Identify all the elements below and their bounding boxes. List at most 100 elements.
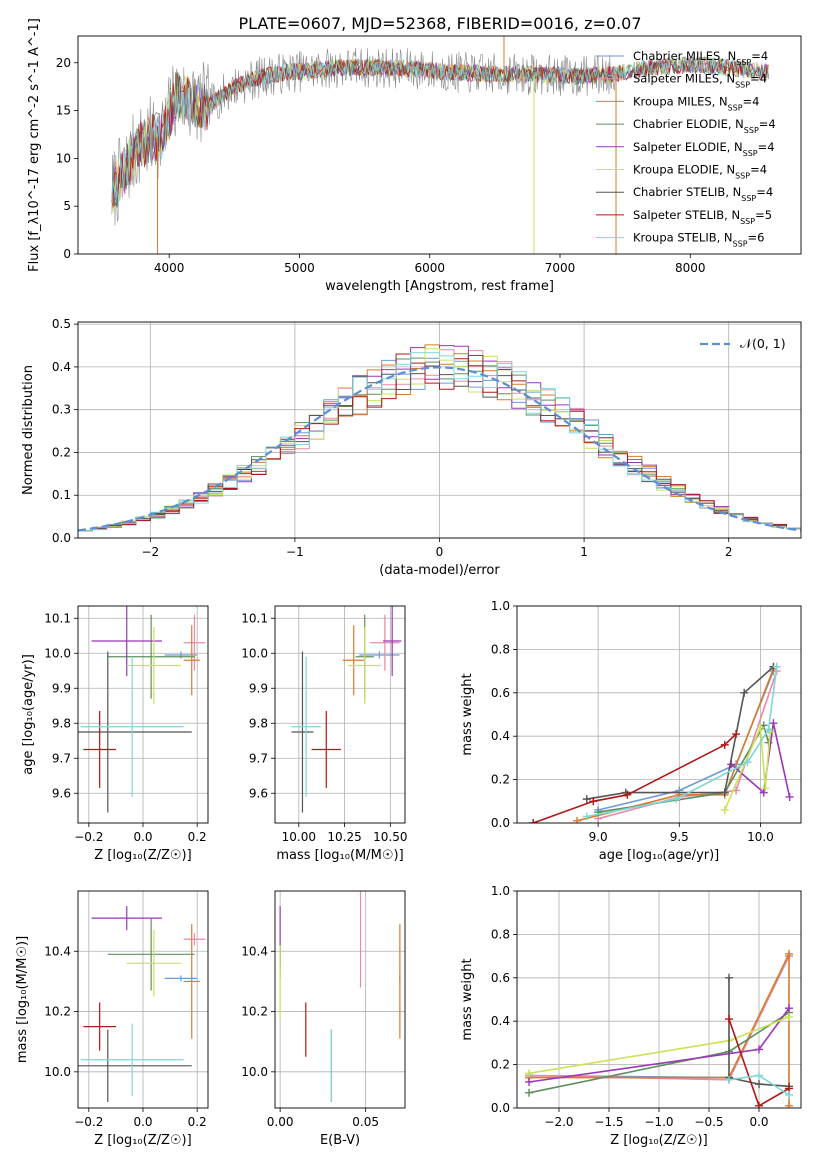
plot-area	[279, 891, 401, 1102]
panel-weight-vs-z: −2.0 −1.5 −1.0 −0.5 0.0 0.0 0.2 0.4 0.6 0.8 1.0 Z […	[460, 884, 802, 1148]
errorbar-point	[78, 1029, 192, 1102]
weight-marker	[732, 730, 741, 739]
legend-entry: Salpeter STELIB, NSSP=5	[596, 208, 772, 225]
errorbar-point	[80, 1023, 184, 1096]
y-tick-label: 0.0	[52, 531, 71, 545]
axes-frame	[77, 35, 802, 255]
axes-frame	[77, 605, 209, 824]
weight-marker	[740, 688, 749, 697]
y-tick-label: 0.4	[491, 1014, 510, 1028]
weight-marker	[582, 812, 591, 821]
y-axis-label: mass weight	[460, 958, 475, 1040]
y-tick-label: 0.2	[491, 773, 510, 787]
weight-series	[525, 1004, 793, 1086]
x-tick-label: 4000	[154, 261, 185, 275]
x-tick-label: 2	[725, 545, 733, 559]
errorbar-point	[291, 656, 321, 797]
x-tick-label: −1	[286, 545, 304, 559]
x-tick-label: −0.2	[74, 1115, 103, 1129]
y-tick-label: 10.4	[44, 944, 71, 958]
errorbar-point	[107, 918, 195, 991]
y-tick-label: 0.0	[491, 816, 510, 830]
errorbar-point	[126, 627, 181, 704]
legend-entry: Kroupa MILES, NSSP=4	[596, 94, 759, 112]
panel-weight-vs-age: 9.0 9.5 10.0 0.0 0.2 0.4 0.6 0.8 1.0 age [log₁₀(a…	[460, 599, 802, 863]
x-tick-label: 7000	[545, 261, 576, 275]
y-tick-label: 1.0	[491, 884, 510, 898]
x-tick-label: 9.0	[589, 830, 608, 844]
x-tick-label: −2.0	[544, 1115, 573, 1129]
weight-marker	[725, 1015, 733, 1024]
weight-marker	[573, 816, 582, 823]
plot-area	[78, 906, 206, 1102]
y-tick-label: 9.6	[52, 786, 71, 800]
weight-marker	[755, 1080, 763, 1089]
errorbar-point	[107, 614, 195, 699]
legend-label: Kroupa ELODIE, NSSP=4	[633, 163, 767, 181]
x-axis-label: E(B-V)	[320, 1133, 360, 1148]
y-tick-label: 10.2	[44, 1005, 71, 1019]
legend-subscript: SSP	[743, 148, 758, 157]
weight-line	[723, 727, 771, 811]
weight-marker	[589, 797, 598, 806]
y-tick-label: 1.0	[491, 599, 510, 613]
residual-histogram	[78, 352, 801, 531]
x-axis-label: Z [log₁₀(Z/Z☉)]	[610, 1133, 707, 1148]
y-tick-label: 0.3	[52, 403, 71, 417]
weight-marker	[785, 1004, 793, 1013]
y-tick-label: 10.0	[44, 646, 71, 660]
y-tick-label: 0.1	[52, 488, 71, 502]
normal-curve	[78, 366, 801, 532]
weight-marker	[525, 1077, 533, 1086]
y-tick-label: 9.8	[52, 716, 71, 730]
y-tick-label: 0.2	[52, 445, 71, 459]
x-axis-label: Z [log₁₀(Z/Z☉)]	[94, 848, 191, 863]
weight-marker	[720, 788, 729, 797]
errorbar-point	[383, 606, 402, 676]
weight-series	[529, 730, 741, 823]
x-axis-label: wavelength [Angstrom, rest frame]	[325, 279, 554, 294]
plot-area	[111, 36, 769, 254]
x-tick-label: −0.2	[74, 830, 103, 844]
model-spectrum-line	[111, 56, 769, 203]
legend-entry: Chabrier STELIB, NSSP=4	[596, 185, 773, 203]
y-tick-label: 10.2	[241, 1005, 268, 1019]
legend-entry: Kroupa ELODIE, NSSP=4	[596, 163, 767, 181]
x-tick-label: 6000	[414, 261, 445, 275]
x-tick-label: 0.2	[188, 1115, 207, 1129]
x-tick-label: 10.0	[747, 830, 774, 844]
x-tick-label: 10.25	[327, 830, 361, 844]
y-tick-label: 9.7	[52, 751, 71, 765]
legend-label: Kroupa STELIB, NSSP=6	[633, 231, 764, 249]
weight-marker	[785, 1101, 793, 1108]
weight-marker	[525, 1069, 533, 1078]
weight-marker	[720, 740, 729, 749]
y-tick-label: 0.6	[491, 971, 510, 985]
legend-label: Salpeter ELODIE, NSSP=4	[633, 140, 775, 158]
weight-series	[582, 662, 781, 821]
plot-area	[525, 949, 793, 1108]
weight-marker	[755, 1071, 763, 1080]
panel-spectrum: 4000 5000 6000 7000 8000 0 5 10 15 20 wavelength […	[27, 18, 802, 294]
y-tick-label: 0.8	[491, 927, 510, 941]
axes-frame	[516, 605, 802, 824]
errorbar-point	[183, 625, 200, 696]
axes-frame	[77, 890, 209, 1109]
y-tick-label: 0.2	[491, 1058, 510, 1072]
weight-marker	[769, 719, 778, 728]
weight-marker	[755, 1045, 763, 1054]
x-tick-label: 10.50	[373, 830, 407, 844]
panel-mass-vs-z: −0.2 0.0 0.2 10.0 10.2 10.4 Z [log₁₀(Z/Z☉)] mas…	[15, 890, 209, 1148]
errorbar-point	[83, 711, 116, 788]
errorbar-point	[342, 625, 365, 696]
y-tick-label: 10.0	[44, 1065, 71, 1079]
y-tick-label: 10	[56, 151, 71, 165]
y-tick-label: 9.7	[249, 751, 268, 765]
panel-residuals: −2 −1 0 1 2 0.0 0.1 0.2 0.3 0.4 0.5 (data-model)/er…	[21, 317, 802, 578]
axes-frame	[274, 605, 406, 824]
plot-area	[78, 606, 206, 813]
errorbar-point	[183, 924, 200, 1039]
x-axis-label: Z [log₁₀(Z/Z☉)]	[94, 1133, 191, 1148]
y-tick-label: 0.4	[491, 729, 510, 743]
residual-histogram	[78, 355, 801, 531]
